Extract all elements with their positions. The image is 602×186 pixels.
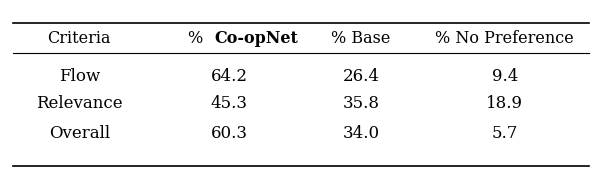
Text: % Base: % Base	[331, 30, 391, 46]
Text: 35.8: 35.8	[343, 95, 379, 113]
Text: % No Preference: % No Preference	[435, 30, 574, 46]
Text: 26.4: 26.4	[343, 68, 379, 85]
Text: 64.2: 64.2	[211, 68, 247, 85]
Text: %: %	[188, 30, 208, 46]
Text: Criteria: Criteria	[48, 30, 111, 46]
Text: Relevance: Relevance	[36, 95, 123, 113]
Text: 5.7: 5.7	[492, 125, 518, 142]
Text: 34.0: 34.0	[343, 125, 379, 142]
Text: Co-opNet: Co-opNet	[214, 30, 298, 46]
Text: Overall: Overall	[49, 125, 110, 142]
Text: 45.3: 45.3	[211, 95, 247, 113]
Text: Flow: Flow	[58, 68, 100, 85]
Text: 9.4: 9.4	[492, 68, 518, 85]
Text: 60.3: 60.3	[211, 125, 247, 142]
Text: 18.9: 18.9	[486, 95, 523, 113]
